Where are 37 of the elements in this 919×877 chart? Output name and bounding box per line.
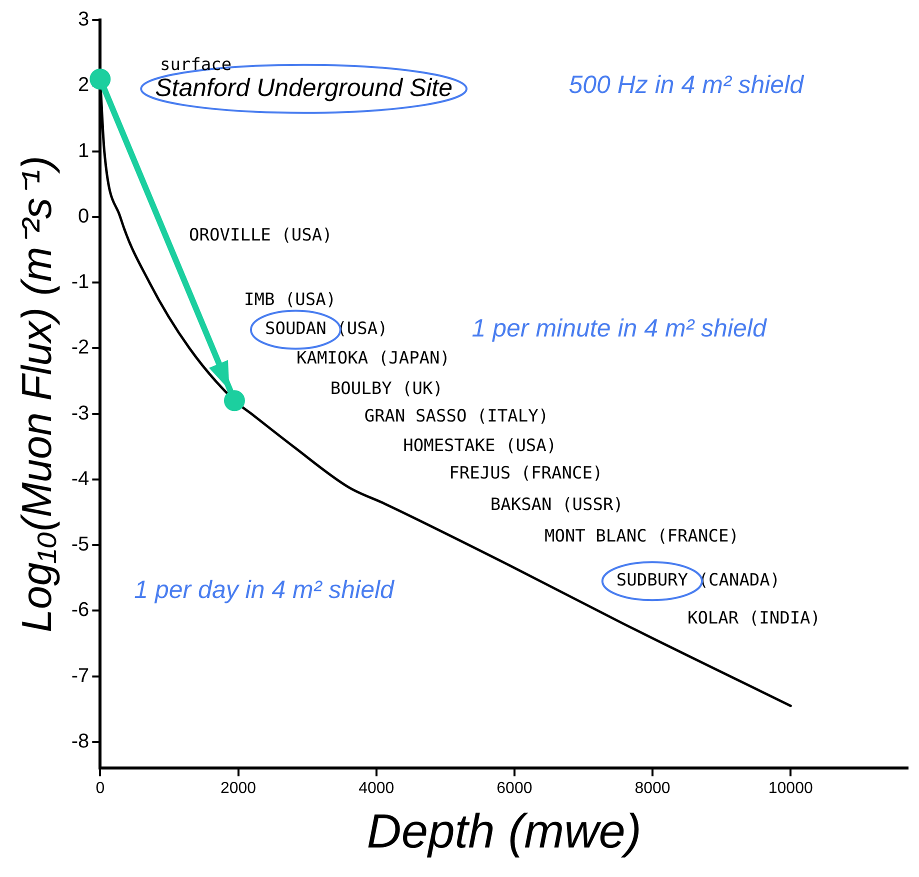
x-tick-label: 10000 [768, 780, 813, 798]
annotation: 1 per day in 4 m² shield [134, 576, 396, 604]
y-tick-label: -1 [71, 271, 90, 294]
y-tick-label: -7 [71, 664, 90, 687]
x-tick-label: 4000 [358, 780, 394, 798]
annotation: OROVILLE (USA) [189, 226, 332, 246]
y-tick-label: 0 [78, 205, 90, 228]
annotation: BOULBY (UK) [330, 379, 444, 400]
annotation: Stanford Underground Site [155, 74, 453, 102]
y-tick-label: 2 [78, 74, 90, 96]
annotation: surface [160, 55, 232, 76]
x-axis-title: Depth (mwe) [366, 806, 642, 859]
y-tick-label: -5 [71, 534, 90, 556]
x-tick-label: 0 [96, 780, 105, 798]
x-tick-label: 8000 [634, 780, 670, 798]
annotation: IMB (USA) [244, 290, 336, 310]
annotation: 1 per minute in 4 m² shield [472, 314, 768, 343]
annotation: SUDBURY (CANADA) [616, 570, 780, 591]
annotation: MONT BLANC (FRANCE) [544, 526, 739, 546]
annotation: FREJUS (FRANCE) [449, 464, 603, 484]
y-tick-label: 1 [78, 140, 90, 162]
y-tick-label: 3 [78, 8, 90, 31]
annotation: GRAN SASSO (ITALY) [364, 406, 549, 427]
y-tick-label: -4 [71, 468, 90, 490]
annotation: KAMIOKA (JAPAN) [296, 348, 450, 368]
y-tick-label: -2 [71, 336, 90, 359]
annotation: SOUDAN (USA) [264, 319, 388, 340]
annotation: KOLAR (INDIA) [687, 608, 821, 629]
x-tick-label: 2000 [220, 780, 256, 798]
annotation: BAKSAN (USSR) [490, 495, 624, 516]
annotation: HOMESTAKE (USA) [403, 436, 557, 456]
y-axis-title: Log₁₀(Muon Flux) (m⁻²s⁻¹) [12, 156, 60, 632]
y-tick-label: -3 [71, 402, 90, 424]
annotation: 500 Hz in 4 m² shield [568, 70, 805, 99]
x-tick-label: 6000 [496, 780, 532, 798]
y-tick-label: -6 [71, 599, 90, 622]
y-tick-label: -8 [71, 730, 90, 752]
